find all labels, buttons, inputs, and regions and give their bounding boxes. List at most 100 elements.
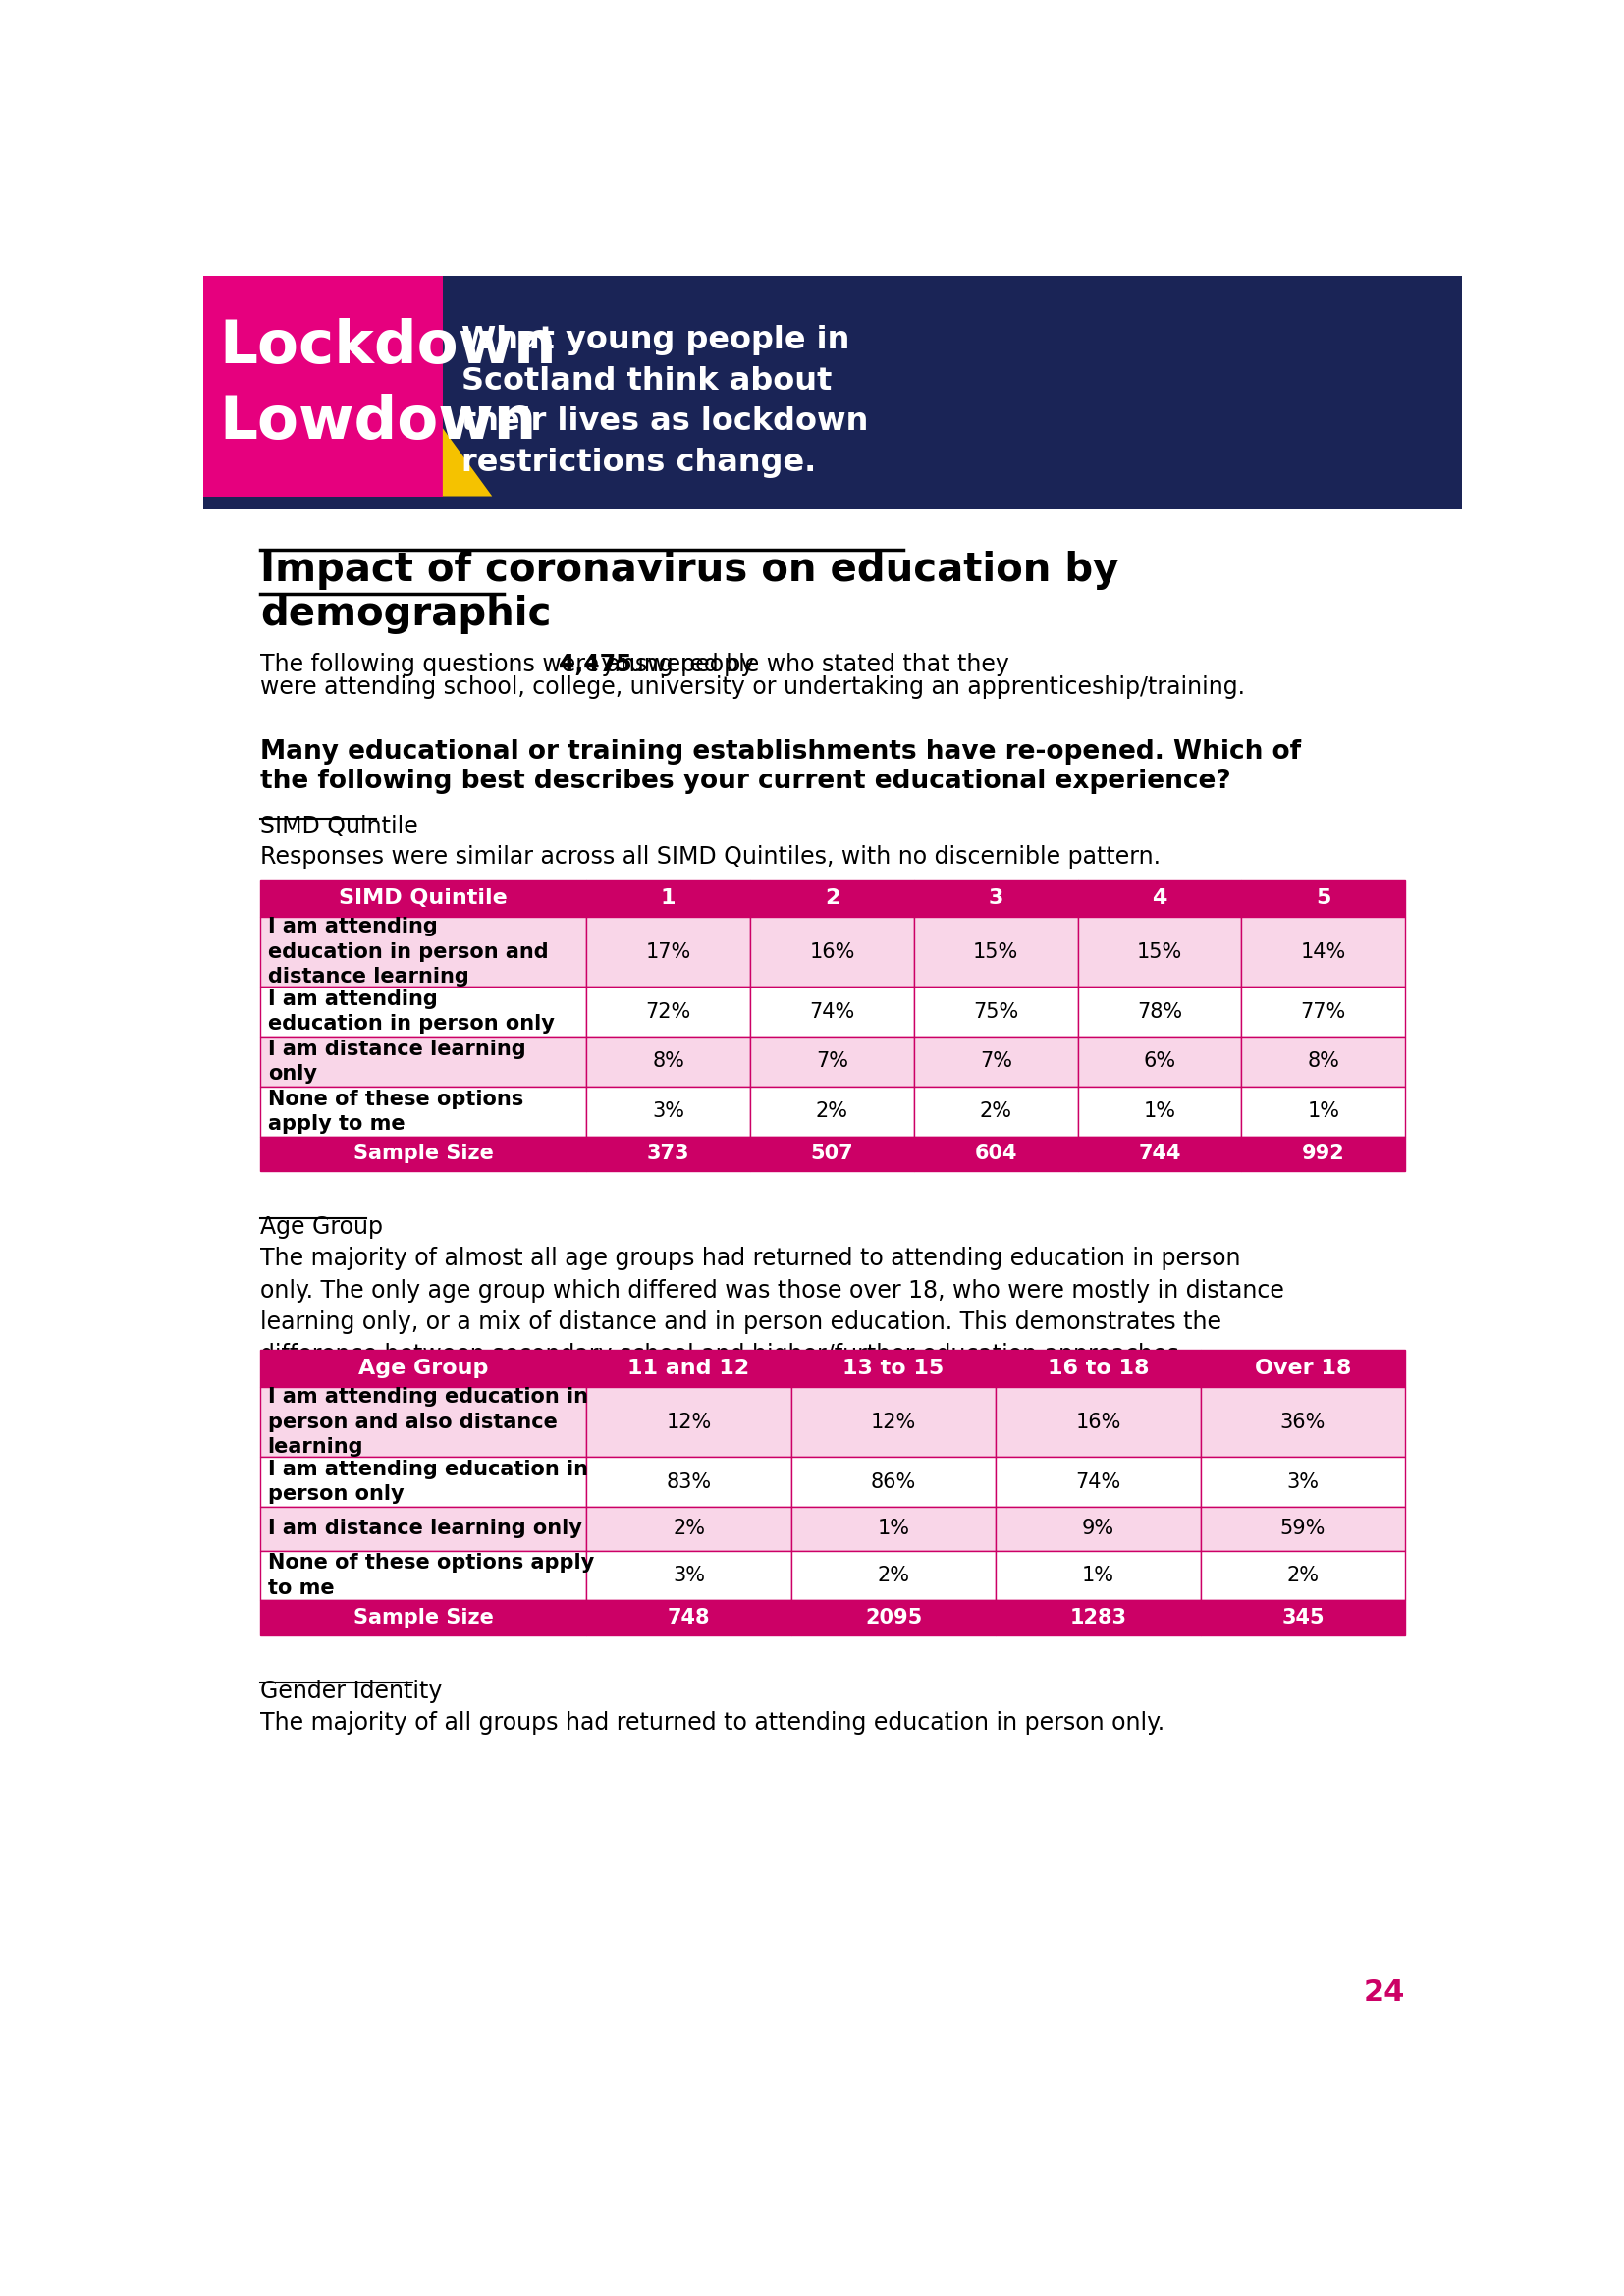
- Text: 1: 1: [661, 889, 676, 909]
- FancyBboxPatch shape: [203, 276, 443, 496]
- FancyBboxPatch shape: [260, 1038, 586, 1086]
- Text: None of these options
apply to me: None of these options apply to me: [268, 1088, 523, 1134]
- Text: 72%: 72%: [646, 1001, 692, 1022]
- FancyBboxPatch shape: [914, 879, 1078, 916]
- FancyBboxPatch shape: [996, 1350, 1200, 1387]
- FancyBboxPatch shape: [586, 1038, 750, 1086]
- Text: 9%: 9%: [1082, 1520, 1114, 1538]
- FancyBboxPatch shape: [914, 1038, 1078, 1086]
- Text: 1%: 1%: [1082, 1566, 1114, 1587]
- Text: 36%: 36%: [1280, 1412, 1325, 1433]
- Text: Age Group: Age Group: [260, 1215, 383, 1238]
- FancyBboxPatch shape: [1241, 1086, 1405, 1137]
- Text: 604: 604: [974, 1143, 1017, 1164]
- Text: demographic: demographic: [260, 595, 551, 634]
- Text: 2%: 2%: [1286, 1566, 1319, 1587]
- FancyBboxPatch shape: [586, 879, 750, 916]
- Text: 3%: 3%: [672, 1566, 705, 1587]
- Text: 345: 345: [1281, 1607, 1324, 1628]
- Text: 24: 24: [1364, 1977, 1405, 2007]
- Text: The following questions were answered by: The following questions were answered by: [260, 652, 762, 677]
- FancyBboxPatch shape: [260, 1600, 586, 1635]
- Text: I am distance learning
only: I am distance learning only: [268, 1040, 526, 1084]
- Text: 1283: 1283: [1070, 1607, 1127, 1628]
- FancyBboxPatch shape: [1200, 1600, 1405, 1635]
- FancyBboxPatch shape: [996, 1506, 1200, 1550]
- Text: 7%: 7%: [815, 1052, 848, 1072]
- Text: 77%: 77%: [1301, 1001, 1346, 1022]
- Text: 83%: 83%: [666, 1472, 711, 1492]
- Text: 744: 744: [1138, 1143, 1181, 1164]
- Text: young people who stated that they: young people who stated that they: [594, 652, 1010, 677]
- Text: 86%: 86%: [870, 1472, 916, 1492]
- FancyBboxPatch shape: [260, 1350, 586, 1387]
- Text: The majority of almost all age groups had returned to attending education in per: The majority of almost all age groups ha…: [260, 1247, 1285, 1366]
- Text: 11 and 12: 11 and 12: [628, 1359, 750, 1378]
- FancyBboxPatch shape: [914, 987, 1078, 1038]
- FancyBboxPatch shape: [1078, 916, 1241, 987]
- FancyBboxPatch shape: [260, 1086, 586, 1137]
- FancyBboxPatch shape: [750, 1137, 914, 1171]
- Polygon shape: [443, 427, 492, 496]
- FancyBboxPatch shape: [1241, 1137, 1405, 1171]
- Text: 3%: 3%: [653, 1102, 685, 1120]
- FancyBboxPatch shape: [1078, 879, 1241, 916]
- FancyBboxPatch shape: [586, 1506, 791, 1550]
- FancyBboxPatch shape: [791, 1550, 996, 1600]
- Text: I am attending education in
person and also distance
learning: I am attending education in person and a…: [268, 1387, 588, 1458]
- Text: 74%: 74%: [809, 1001, 854, 1022]
- FancyBboxPatch shape: [791, 1600, 996, 1635]
- FancyBboxPatch shape: [586, 1137, 750, 1171]
- FancyBboxPatch shape: [750, 987, 914, 1038]
- FancyBboxPatch shape: [260, 987, 586, 1038]
- FancyBboxPatch shape: [791, 1506, 996, 1550]
- Text: 13 to 15: 13 to 15: [843, 1359, 944, 1378]
- FancyBboxPatch shape: [260, 916, 586, 987]
- Text: 6%: 6%: [1143, 1052, 1176, 1072]
- Text: 748: 748: [667, 1607, 710, 1628]
- Text: 4: 4: [1151, 889, 1168, 909]
- Text: 15%: 15%: [1137, 941, 1182, 962]
- FancyBboxPatch shape: [791, 1387, 996, 1458]
- FancyBboxPatch shape: [260, 879, 586, 916]
- Text: 2%: 2%: [672, 1520, 705, 1538]
- FancyBboxPatch shape: [586, 1350, 791, 1387]
- Text: 15%: 15%: [973, 941, 1018, 962]
- FancyBboxPatch shape: [750, 879, 914, 916]
- FancyBboxPatch shape: [1078, 1038, 1241, 1086]
- FancyBboxPatch shape: [586, 987, 750, 1038]
- Text: 12%: 12%: [870, 1412, 916, 1433]
- Text: 2: 2: [825, 889, 840, 909]
- Text: Over 18: Over 18: [1255, 1359, 1351, 1378]
- FancyBboxPatch shape: [260, 1458, 586, 1506]
- Text: 2095: 2095: [866, 1607, 922, 1628]
- FancyBboxPatch shape: [586, 1086, 750, 1137]
- Text: I am attending
education in person only: I am attending education in person only: [268, 990, 554, 1033]
- FancyBboxPatch shape: [996, 1458, 1200, 1506]
- Text: Many educational or training establishments have re-opened. Which of: Many educational or training establishme…: [260, 739, 1301, 765]
- Text: 1%: 1%: [1143, 1102, 1176, 1120]
- Text: SIMD Quintile: SIMD Quintile: [260, 815, 417, 838]
- FancyBboxPatch shape: [1241, 916, 1405, 987]
- Text: 8%: 8%: [1307, 1052, 1340, 1072]
- Text: 74%: 74%: [1075, 1472, 1121, 1492]
- FancyBboxPatch shape: [750, 916, 914, 987]
- Text: 373: 373: [646, 1143, 690, 1164]
- FancyBboxPatch shape: [586, 1550, 791, 1600]
- FancyBboxPatch shape: [260, 1550, 586, 1600]
- Text: 7%: 7%: [979, 1052, 1012, 1072]
- Text: Lockdown: Lockdown: [219, 319, 557, 377]
- FancyBboxPatch shape: [791, 1458, 996, 1506]
- FancyBboxPatch shape: [1200, 1350, 1405, 1387]
- Text: 1%: 1%: [877, 1520, 909, 1538]
- FancyBboxPatch shape: [1241, 1038, 1405, 1086]
- Text: 16%: 16%: [809, 941, 854, 962]
- Text: None of these options apply
to me: None of these options apply to me: [268, 1552, 594, 1598]
- Text: I am attending education in
person only: I am attending education in person only: [268, 1460, 588, 1504]
- Text: 16%: 16%: [1075, 1412, 1121, 1433]
- FancyBboxPatch shape: [586, 1387, 791, 1458]
- FancyBboxPatch shape: [260, 1506, 586, 1550]
- FancyBboxPatch shape: [1078, 987, 1241, 1038]
- Text: 2%: 2%: [979, 1102, 1012, 1120]
- FancyBboxPatch shape: [1078, 1086, 1241, 1137]
